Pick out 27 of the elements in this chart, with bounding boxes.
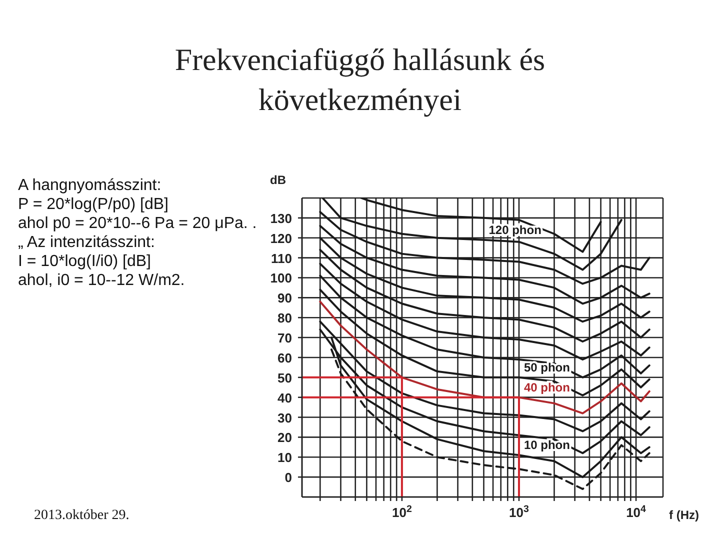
y-tick-label: 120	[270, 230, 292, 246]
y-axis-title: dB	[270, 173, 286, 187]
y-tick-label: 110	[271, 250, 292, 266]
x-axis-title: f (Hz)	[669, 508, 699, 522]
y-tick-label: 30	[278, 410, 292, 426]
chart-title: Frekvenciafüggő hallásunk és következményei	[174, 41, 546, 119]
text: 2013.október 29.	[34, 508, 130, 524]
y-tick-label: 40	[278, 390, 292, 406]
x-tick-label: 10$^{3}$	[509, 504, 530, 520]
y-tick-label: 20	[278, 430, 292, 446]
text: A hangnyomásszint:	[18, 176, 162, 195]
text: P = 20*log(P/p0) [dB]	[18, 195, 170, 214]
text: I = 10*log(I/i0) [dB]	[18, 252, 152, 271]
y-tick-label: 130	[270, 210, 292, 226]
y-tick-label: 50	[278, 370, 292, 386]
y-tick-label: 100	[270, 270, 292, 286]
text: „ Az intenzitásszint:	[18, 233, 156, 252]
x-tick-label: 10$^{4}$	[626, 504, 647, 520]
y-tick-label: 60	[278, 350, 292, 366]
y-tick-label: 70	[278, 330, 292, 346]
y-tick-label: 90	[278, 290, 292, 306]
text: ahol, i0 = 10--12 W/m2.	[18, 271, 186, 290]
y-tick-label: 10	[278, 450, 292, 466]
x-tick-label: 10$^{2}$	[392, 504, 412, 520]
text: ahol p0 = 20*10--6 Pa = 20 μPa. .	[18, 214, 258, 233]
y-tick-label: 80	[278, 310, 292, 326]
y-tick-label: 0	[284, 470, 292, 486]
